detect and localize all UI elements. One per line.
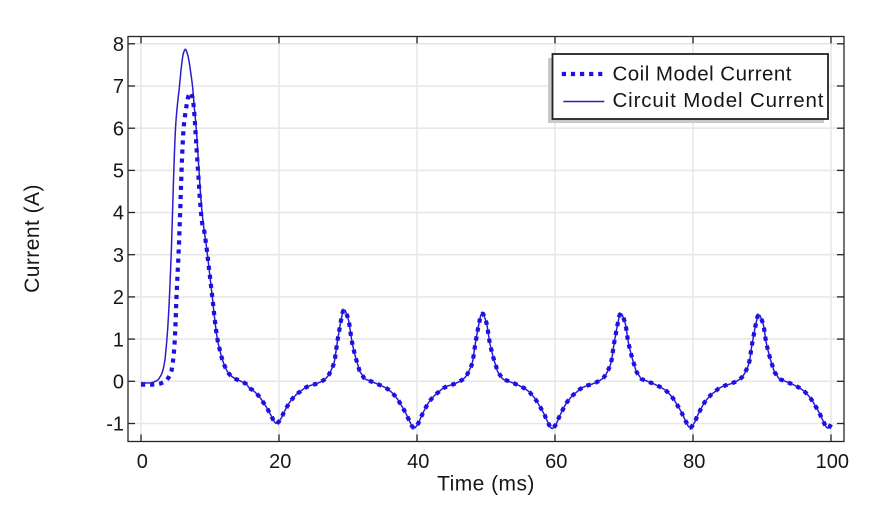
svg-text:Circuit Model Current: Circuit Model Current: [613, 89, 824, 112]
svg-text:0: 0: [113, 372, 124, 394]
svg-text:0: 0: [137, 451, 148, 473]
svg-text:20: 20: [269, 451, 291, 473]
svg-text:Time (ms): Time (ms): [437, 473, 535, 496]
svg-text:-1: -1: [106, 414, 124, 436]
svg-text:1: 1: [113, 329, 124, 351]
svg-text:Current (A): Current (A): [21, 184, 44, 293]
svg-text:3: 3: [113, 245, 124, 267]
svg-text:5: 5: [113, 161, 124, 183]
svg-text:6: 6: [113, 118, 124, 140]
svg-text:4: 4: [113, 203, 124, 225]
svg-text:8: 8: [113, 34, 124, 56]
svg-text:Coil Model Current: Coil Model Current: [613, 63, 792, 86]
svg-text:80: 80: [683, 451, 705, 473]
svg-text:2: 2: [113, 287, 124, 309]
svg-text:7: 7: [113, 76, 124, 98]
svg-text:40: 40: [407, 451, 429, 473]
svg-text:60: 60: [545, 451, 567, 473]
svg-text:100: 100: [816, 451, 849, 473]
